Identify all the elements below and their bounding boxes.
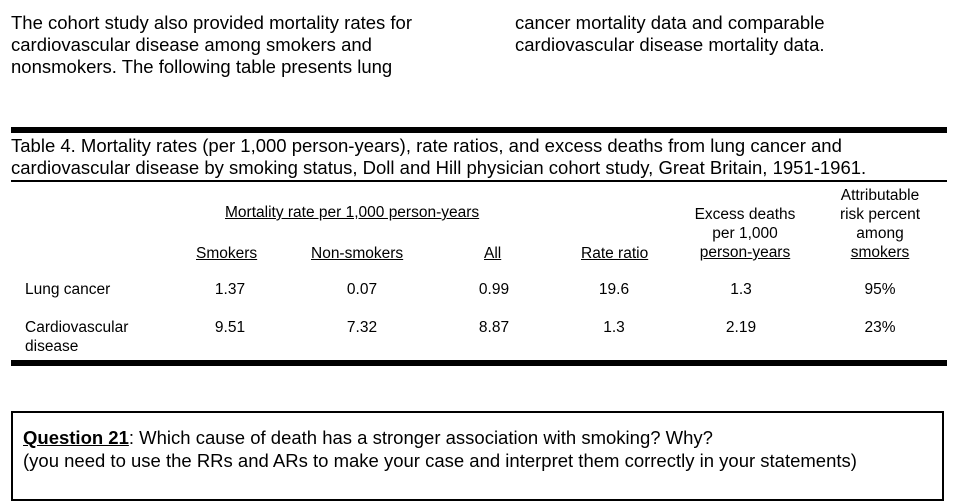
header-excess-line: Excess deaths xyxy=(694,206,796,223)
caption-line: Table 4. Mortality rates (per 1,000 pers… xyxy=(11,135,842,156)
table-top-rule xyxy=(11,127,947,133)
intro-line: cardiovascular disease among smokers and xyxy=(11,34,372,55)
header-all: All xyxy=(484,245,502,262)
question-label: Question 21 xyxy=(23,427,129,448)
cardiovascular-nonsmokers-rate: 7.32 xyxy=(346,319,378,336)
lung-cancer-attributable-risk: 95% xyxy=(864,281,896,298)
header-smokers: Smokers xyxy=(196,245,258,262)
intro-line: nonsmokers. The following table presents… xyxy=(11,56,393,77)
row-cardiovascular-label: Cardiovascular disease xyxy=(25,318,128,356)
header-ar-line: risk percent xyxy=(839,206,921,223)
intro-paragraph-right: cancer mortality data and comparable car… xyxy=(515,12,955,56)
row-label-line: Cardiovascular xyxy=(25,319,129,336)
header-mortality-rate-group: Mortality rate per 1,000 person-years xyxy=(225,204,480,221)
cardiovascular-smokers-rate: 9.51 xyxy=(214,319,246,336)
cardiovascular-excess-deaths: 2.19 xyxy=(725,319,757,336)
header-nonsmokers: Non-smokers xyxy=(311,245,404,262)
header-ar-line: Attributable xyxy=(840,187,920,204)
intro-paragraph-left: The cohort study also provided mortality… xyxy=(11,12,471,78)
intro-line: The cohort study also provided mortality… xyxy=(11,12,413,33)
header-excess-deaths: Excess deaths per 1,000 person-years xyxy=(680,205,810,262)
lung-cancer-rate-ratio: 19.6 xyxy=(598,281,630,298)
lung-cancer-smokers-rate: 1.37 xyxy=(214,281,246,298)
intro-line: cancer mortality data and comparable xyxy=(515,12,825,33)
row-lung-cancer-label: Lung cancer xyxy=(25,281,111,298)
table-caption: Table 4. Mortality rates (per 1,000 pers… xyxy=(11,135,951,179)
intro-line: cardiovascular disease mortality data. xyxy=(515,34,825,55)
question-text: Question 21: Which cause of death has a … xyxy=(23,426,857,472)
header-excess-line: per 1,000 xyxy=(712,225,778,242)
question-line: Question 21: Which cause of death has a … xyxy=(23,426,857,449)
row-label-line: disease xyxy=(25,338,79,355)
header-excess-line: person-years xyxy=(699,244,791,261)
lung-cancer-excess-deaths: 1.3 xyxy=(730,281,752,298)
header-attributable-risk: Attributable risk percent among smokers xyxy=(825,186,935,262)
header-ar-line: smokers xyxy=(850,244,910,261)
table-bottom-rule xyxy=(11,360,947,366)
cardiovascular-attributable-risk: 23% xyxy=(864,319,896,336)
cardiovascular-rate-ratio: 1.3 xyxy=(603,319,625,336)
header-rate-ratio: Rate ratio xyxy=(581,245,649,262)
question-instructions: (you need to use the RRs and ARs to make… xyxy=(23,450,857,471)
cardiovascular-all-rate: 8.87 xyxy=(478,319,510,336)
header-ar-line: among xyxy=(856,225,904,242)
caption-divider xyxy=(11,180,947,182)
question-prompt: : Which cause of death has a stronger as… xyxy=(128,427,713,448)
lung-cancer-nonsmokers-rate: 0.07 xyxy=(346,281,378,298)
lung-cancer-all-rate: 0.99 xyxy=(478,281,510,298)
caption-line: cardiovascular disease by smoking status… xyxy=(11,157,867,178)
